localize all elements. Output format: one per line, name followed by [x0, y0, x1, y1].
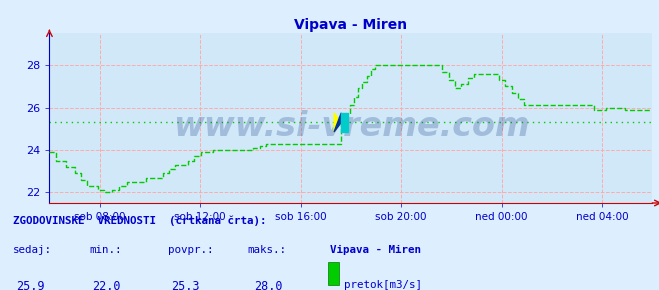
- Text: 25,9: 25,9: [16, 280, 45, 290]
- Text: ZGODOVINSKE  VREDNOSTI  (črtkana črta):: ZGODOVINSKE VREDNOSTI (črtkana črta):: [13, 215, 267, 226]
- Text: pretok[m3/s]: pretok[m3/s]: [344, 280, 422, 290]
- Text: maks.:: maks.:: [247, 245, 286, 255]
- Polygon shape: [334, 113, 341, 132]
- Text: min.:: min.:: [89, 245, 121, 255]
- Text: 22,0: 22,0: [92, 280, 121, 290]
- Text: povpr.:: povpr.:: [168, 245, 214, 255]
- Text: 28,0: 28,0: [254, 280, 282, 290]
- Text: www.si-vreme.com: www.si-vreme.com: [173, 110, 529, 143]
- Title: Vipava - Miren: Vipava - Miren: [295, 18, 407, 32]
- Bar: [328, 262, 339, 285]
- Polygon shape: [334, 113, 341, 132]
- Text: sedaj:: sedaj:: [13, 245, 52, 255]
- Polygon shape: [341, 113, 348, 132]
- Text: Vipava - Miren: Vipava - Miren: [330, 245, 420, 255]
- Text: 25,3: 25,3: [171, 280, 200, 290]
